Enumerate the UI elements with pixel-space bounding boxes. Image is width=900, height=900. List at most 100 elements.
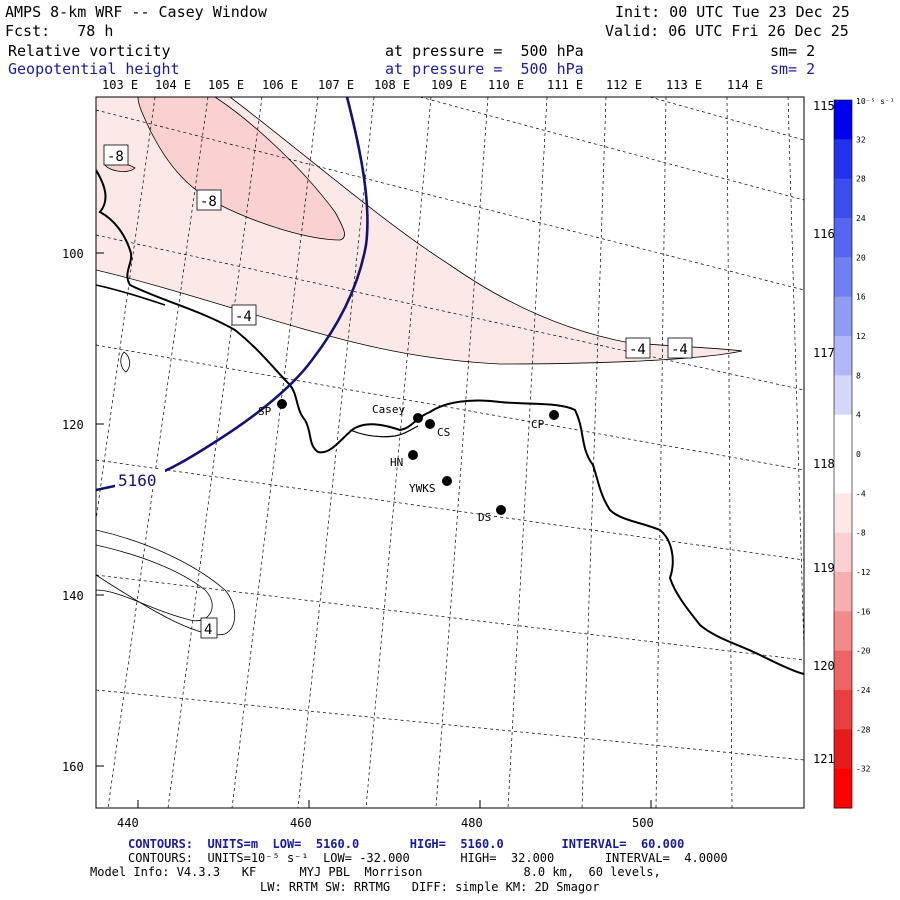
coastline-north — [96, 284, 166, 306]
colorbar-swatch — [834, 375, 852, 416]
station-label-sp: SP — [258, 405, 272, 418]
x-tick-480: 480 — [461, 816, 483, 830]
x-tick-500: 500 — [632, 816, 654, 830]
contour-label-neg8-a: -8 — [107, 149, 124, 165]
colorbar-units: 10⁻⁵ s⁻¹ — [856, 97, 895, 106]
colorbar-swatch — [834, 218, 852, 258]
contour-label-5160: 5160 — [118, 471, 157, 490]
colorbar-swatch — [834, 257, 852, 298]
lon-label: 106 E — [262, 78, 299, 92]
station-dot-ywks — [442, 476, 452, 486]
field2-name: Geopotential height — [8, 60, 180, 78]
station-dot-hn — [408, 450, 418, 460]
colorbar-swatch — [834, 414, 852, 455]
lon-label: 114 E — [727, 78, 764, 92]
contour-label-neg4-b: -4 — [629, 342, 646, 358]
station-label-ywks: YWKS — [409, 482, 436, 495]
colorbar-label: -16 — [856, 607, 871, 616]
y-tick-140: 140 — [62, 589, 84, 603]
lon-label: 103 E — [102, 78, 139, 92]
station-markers — [277, 399, 559, 515]
y-tick-160: 160 — [62, 760, 84, 774]
colorbar-swatch — [834, 139, 852, 180]
vorticity-contour-pos4b — [96, 544, 213, 622]
colorbar-label: 4 — [856, 411, 861, 420]
colorbar-label: -32 — [856, 765, 871, 774]
contour-label-neg8-b: -8 — [200, 194, 217, 210]
field2-level: at pressure = 500 hPa — [385, 60, 584, 78]
colorbar-label: -24 — [856, 686, 871, 695]
colorbar-swatch — [834, 611, 852, 652]
small-closed-contour — [120, 351, 130, 373]
colorbar: 32 28 24 20 16 12 8 4 0 -4 -8 -12 -16 -20 -24 -28 -32 — [833, 99, 871, 809]
map-title: AMPS 8-km WRF -- Casey Window — [5, 3, 267, 21]
colorbar-label: 24 — [856, 214, 866, 223]
station-dot-cs — [425, 419, 435, 429]
field1-name: Relative vorticity — [8, 42, 171, 60]
station-dot-casey — [413, 413, 423, 423]
colorbar-swatch — [834, 729, 852, 770]
colorbar-label: -28 — [856, 725, 871, 734]
colorbar-label: 8 — [856, 371, 861, 380]
colorbar-label: -12 — [856, 568, 871, 577]
height-contour-info: CONTOURS: UNITS=m LOW= 5160.0 HIGH= 5160… — [128, 837, 685, 851]
lon-label: 105 E — [208, 78, 245, 92]
contour-label-neg4-a: -4 — [235, 309, 252, 325]
inner-coast — [349, 425, 419, 438]
station-dot-ds — [496, 505, 506, 515]
colorbar-label: 0 — [856, 450, 861, 459]
model-info: Model Info: V4.3.3 KF MYJ PBL Morrison 8… — [90, 865, 661, 879]
contour-label-pos4: 4 — [204, 622, 212, 638]
vorticity-shade-neg8 — [137, 97, 345, 241]
station-dot-sp — [277, 399, 287, 409]
init-time: Init: 00 UTC Tue 23 Dec 25 — [615, 3, 850, 21]
colorbar-swatch — [834, 454, 852, 494]
colorbar-swatch — [834, 768, 852, 809]
colorbar-swatch — [834, 493, 852, 534]
colorbar-swatch — [834, 650, 852, 691]
x-tick-460: 460 — [290, 816, 312, 830]
station-label-ds: DS — [478, 511, 491, 524]
field1-level: at pressure = 500 hPa — [385, 42, 584, 60]
colorbar-label: 16 — [856, 293, 866, 302]
colorbar-swatch — [834, 296, 852, 337]
station-label-cs: CS — [437, 426, 450, 439]
vorticity-contour-pos4 — [96, 529, 236, 636]
latitude-grid — [96, 97, 804, 761]
vorticity-contour-info: CONTOURS: UNITS=10⁻⁵ s⁻¹ LOW= -32.000 HI… — [128, 851, 728, 865]
colorbar-swatch — [834, 572, 852, 612]
contour-label-neg4-c: -4 — [671, 342, 688, 358]
lon-label: 111 E — [547, 78, 584, 92]
colorbar-label: 12 — [856, 332, 866, 341]
colorbar-label: 20 — [856, 253, 866, 262]
lon-label: 112 E — [606, 78, 643, 92]
colorbar-swatch — [834, 336, 852, 376]
lon-label: 109 E — [431, 78, 468, 92]
lon-label: 108 E — [374, 78, 411, 92]
longitude-grid — [96, 97, 804, 808]
colorbar-swatch — [834, 532, 852, 573]
colorbar-label: -8 — [856, 529, 866, 538]
station-label-cp: CP — [531, 418, 545, 431]
physics-info: LW: RRTM SW: RRTMG DIFF: simple KM: 2D S… — [260, 880, 600, 894]
y-tick-120: 120 — [62, 418, 84, 432]
valid-time: Valid: 06 UTC Fri 26 Dec 25 — [605, 22, 849, 40]
colorbar-label: -4 — [856, 489, 866, 498]
station-label-hn: HN — [390, 456, 403, 469]
station-label-casey: Casey — [372, 403, 405, 416]
lon-label: 104 E — [155, 78, 192, 92]
colorbar-swatch — [834, 100, 852, 140]
lon-label: 110 E — [488, 78, 525, 92]
x-tick-440: 440 — [117, 816, 139, 830]
colorbar-label: 28 — [856, 175, 866, 184]
lon-label: 113 E — [666, 78, 703, 92]
colorbar-swatch — [834, 178, 852, 219]
station-dot-cp — [549, 410, 559, 420]
forecast-hour: Fcst: 78 h — [5, 22, 114, 40]
colorbar-label: -20 — [856, 647, 871, 656]
colorbar-swatch — [834, 690, 852, 730]
field1-smoothing: sm= 2 — [770, 42, 816, 60]
colorbar-label: 32 — [856, 135, 866, 144]
y-tick-100: 100 — [62, 247, 84, 261]
